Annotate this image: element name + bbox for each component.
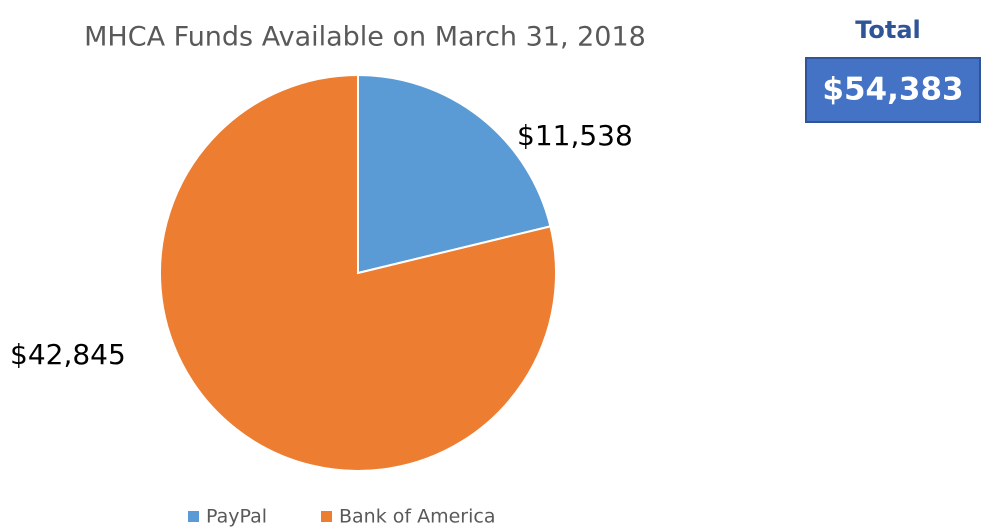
legend-swatch	[188, 511, 199, 522]
total-box	[805, 57, 981, 123]
legend-swatch	[321, 511, 332, 522]
data-label: $11,538	[517, 119, 633, 152]
pie-slice	[159, 73, 557, 472]
total-title: Total	[855, 16, 921, 44]
pie-slice	[357, 73, 552, 275]
legend-label: Bank of America	[339, 506, 496, 528]
total-value: $54,383	[822, 72, 963, 108]
chart-title: MHCA Funds Available on March 31, 2018	[84, 22, 646, 53]
data-label: $42,845	[10, 338, 126, 371]
legend-label: PayPal	[206, 506, 267, 528]
